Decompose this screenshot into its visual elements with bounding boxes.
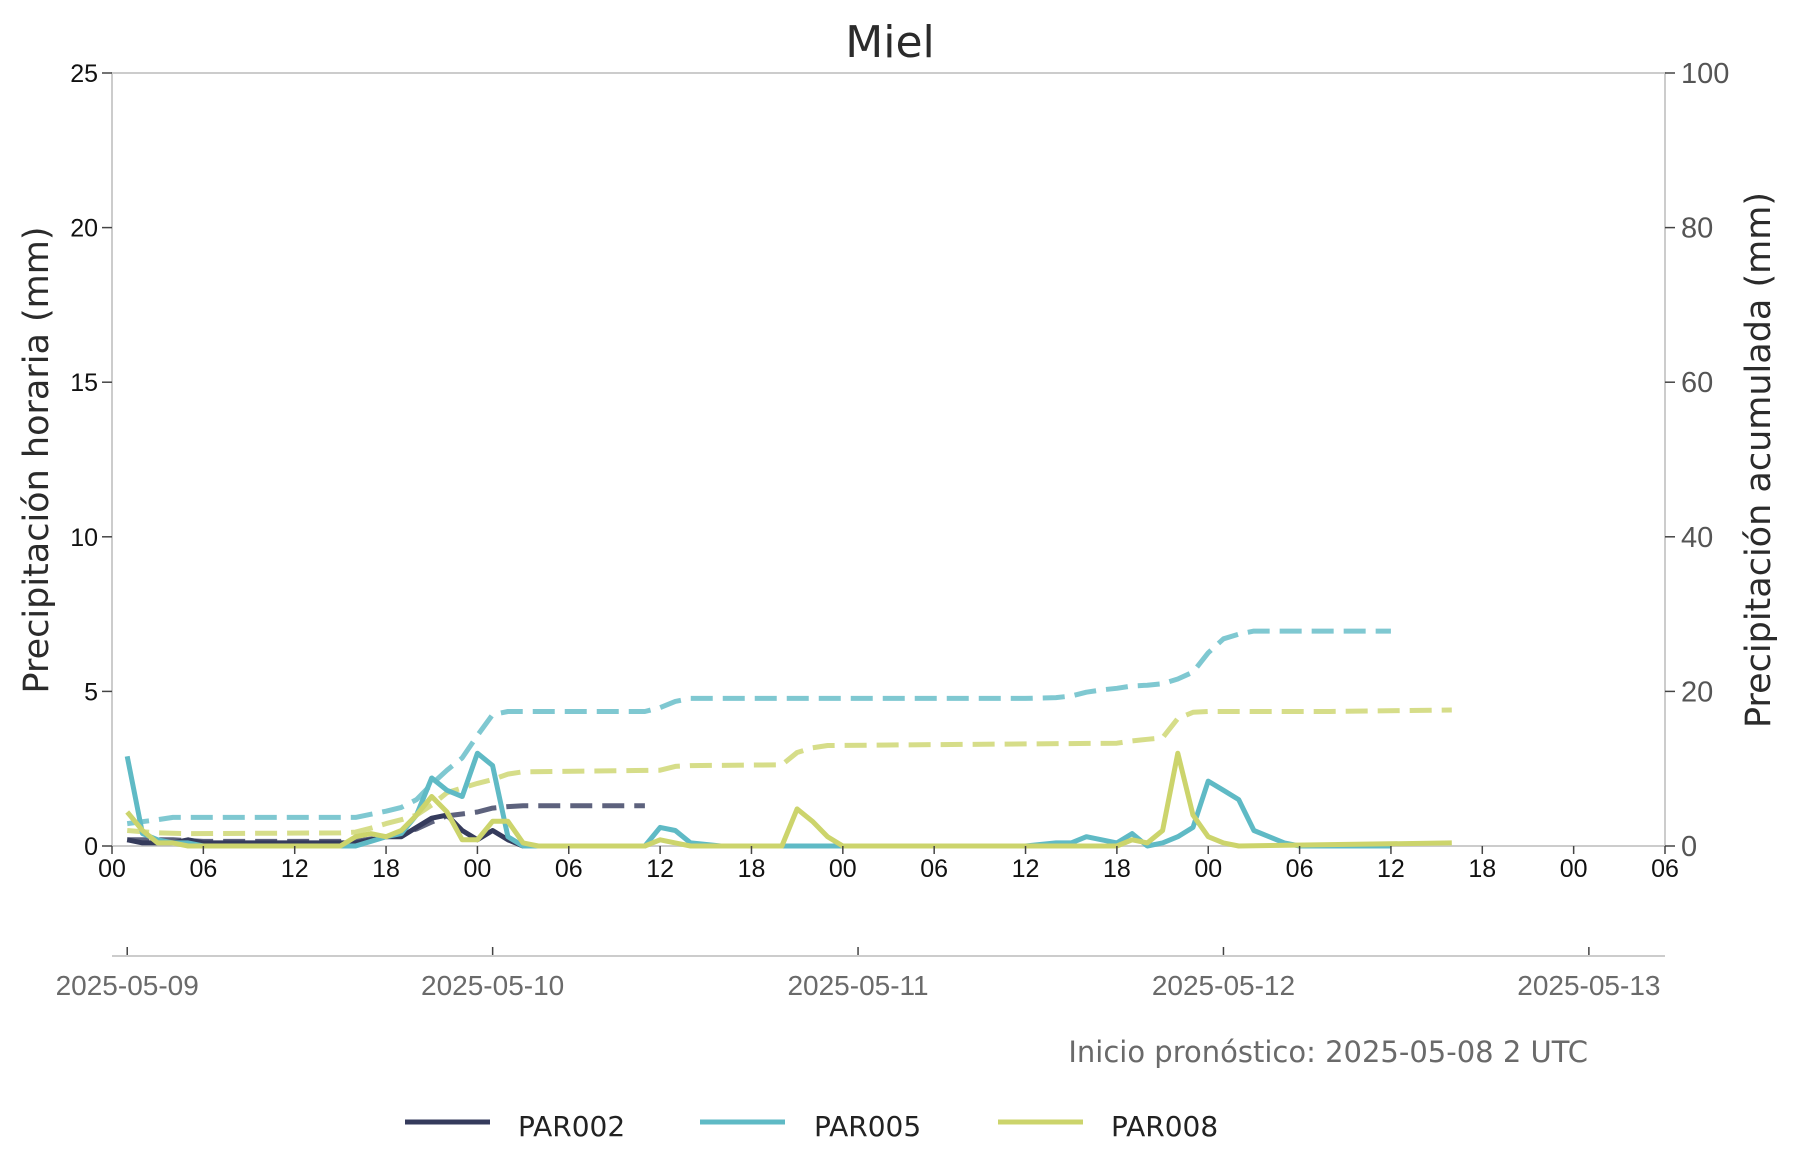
legend-label-par008: PAR008 (1111, 1110, 1218, 1143)
x-hour-tick-label: 06 (1286, 855, 1314, 883)
y-left-tick-label: 20 (70, 215, 98, 243)
y-right-tick-label: 60 (1681, 367, 1713, 399)
x-hour-tick-label: 00 (464, 855, 492, 883)
x-hour-tick-label: 18 (372, 855, 400, 883)
y-right-tick-label: 100 (1681, 58, 1729, 90)
chart-title: Miel (845, 17, 934, 68)
forecast-start-annotation: Inicio pronóstico: 2025-05-08 2 UTC (1068, 1035, 1588, 1069)
x-hour-tick-label: 18 (1103, 855, 1131, 883)
series-par008-hourly-line (125, 750, 1452, 849)
series-par005-hourly-line (124, 750, 1391, 849)
legend: PAR002 PAR005 PAR008 (405, 1110, 1218, 1143)
y-axis-label-right: Precipitación acumulada (mm) (1739, 192, 1779, 728)
y-right-tick-label: 40 (1681, 522, 1713, 554)
y-axis-label-left: Precipitación horaria (mm) (17, 226, 57, 693)
x-hour-tick-label: 06 (189, 855, 217, 883)
x-hour-tick-label: 12 (1377, 855, 1405, 883)
x-hour-tick-label: 00 (1194, 855, 1222, 883)
x-hour-tick-label: 00 (1560, 855, 1588, 883)
y-left-tick-label: 5 (84, 678, 98, 706)
date-tick-label: 2025-05-11 (787, 970, 928, 1001)
y-right-tick-label: 20 (1681, 676, 1713, 708)
date-tick-label: 2025-05-12 (1152, 970, 1295, 1001)
x-hour-tick-label: 06 (1651, 855, 1679, 883)
date-tick-label: 2025-05-09 (56, 970, 199, 1001)
y-right-tick-label: 0 (1681, 831, 1697, 863)
x-hour-tick-label: 00 (829, 855, 857, 883)
x-hour-tick-label: 18 (738, 855, 766, 883)
x-hour-tick-label: 06 (555, 855, 583, 883)
series-layer (124, 628, 1452, 849)
y-left-tick-label: 25 (70, 60, 98, 88)
legend-label-par002: PAR002 (518, 1110, 625, 1143)
y-left-tick-label: 0 (84, 833, 98, 861)
legend-item-par005: PAR005 (700, 1110, 921, 1143)
y-right-tick-label: 80 (1681, 213, 1713, 245)
y-left-tick-label: 15 (70, 369, 98, 397)
legend-item-par002: PAR002 (405, 1110, 625, 1143)
series-par005-accumulated-line (126, 628, 1391, 827)
x-hour-tick-label: 00 (98, 855, 126, 883)
x-hour-tick-label: 12 (1012, 855, 1040, 883)
x-hour-tick-label: 18 (1468, 855, 1496, 883)
date-tick-label: 2025-05-10 (421, 970, 564, 1001)
legend-item-par008: PAR008 (998, 1110, 1218, 1143)
x-hour-tick-label: 12 (646, 855, 674, 883)
y-left-tick-label: 10 (70, 524, 98, 552)
axis-layer: 0 5 10 15 20 25 0 20 40 60 80 100 00 06 12 18 00 06 12 18 00… (56, 58, 1730, 1001)
x-hour-tick-label: 12 (281, 855, 309, 883)
x-hour-tick-label: 06 (920, 855, 948, 883)
date-tick-label: 2025-05-13 (1517, 970, 1660, 1001)
legend-label-par005: PAR005 (814, 1110, 921, 1143)
